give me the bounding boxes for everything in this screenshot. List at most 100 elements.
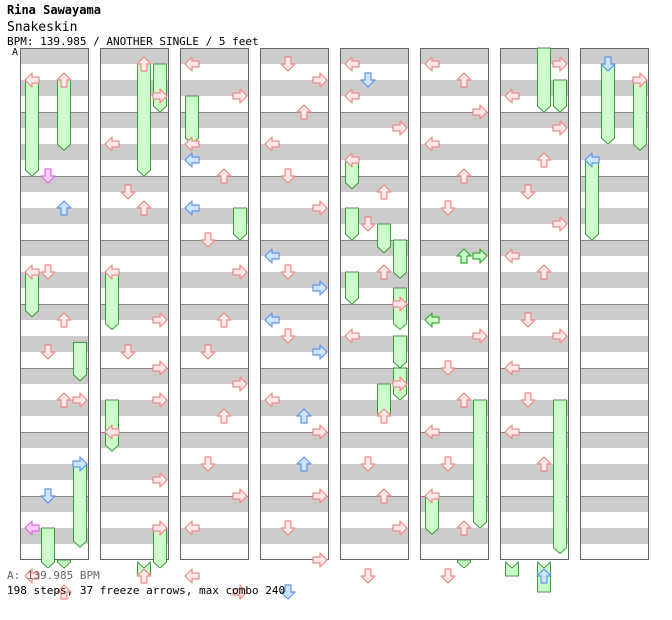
- beat-stripe: [180, 80, 249, 96]
- beat-stripe: [420, 400, 489, 416]
- chart-column: [500, 48, 569, 560]
- down-arrow-red: [440, 200, 456, 216]
- down-arrow-red: [360, 216, 376, 232]
- beat-stripe: [420, 432, 489, 448]
- beat-stripe: [260, 336, 329, 352]
- down-arrow-red: [360, 456, 376, 472]
- right-arrow-red: [232, 88, 248, 104]
- right-arrow-red: [152, 360, 168, 376]
- stats-footer: 198 steps, 37 freeze arrows, max combo 2…: [7, 584, 286, 597]
- left-arrow-red: [24, 264, 40, 280]
- left-arrow-red: [344, 88, 360, 104]
- left-arrow-red: [184, 520, 200, 536]
- down-arrow-blue: [360, 72, 376, 88]
- freeze-arrow: [601, 63, 615, 145]
- beat-stripe: [340, 80, 409, 96]
- right-arrow-blue: [312, 280, 328, 296]
- left-arrow-blue: [584, 152, 600, 168]
- right-arrow-red: [232, 488, 248, 504]
- up-arrow-red: [56, 72, 72, 88]
- beat-stripe: [260, 368, 329, 384]
- beat-stripe: [100, 464, 169, 480]
- right-arrow-red: [152, 520, 168, 536]
- song-title: Snakeskin: [7, 20, 78, 35]
- down-arrow-red: [440, 360, 456, 376]
- up-arrow-blue: [536, 568, 552, 584]
- up-arrow-red: [56, 584, 72, 600]
- beat-stripe: [100, 80, 169, 96]
- right-arrow-red: [152, 392, 168, 408]
- up-arrow-red: [296, 104, 312, 120]
- freeze-arrow: [41, 527, 55, 569]
- freeze-arrow: [57, 79, 71, 152]
- right-arrow-red: [392, 520, 408, 536]
- left-arrow-red: [344, 152, 360, 168]
- beat-stripe: [100, 176, 169, 192]
- up-arrow-green: [456, 248, 472, 264]
- beat-stripe: [260, 496, 329, 512]
- up-arrow-red: [56, 392, 72, 408]
- left-arrow-red: [424, 424, 440, 440]
- beat-stripe: [260, 528, 329, 544]
- right-arrow-blue: [72, 456, 88, 472]
- right-arrow-red: [552, 56, 568, 72]
- beat-stripe: [420, 208, 489, 224]
- down-arrow-red: [440, 568, 456, 584]
- left-arrow-blue: [184, 152, 200, 168]
- column-border: [340, 48, 409, 560]
- right-arrow-red: [472, 104, 488, 120]
- beat-stripe: [420, 528, 489, 544]
- down-arrow-red: [440, 456, 456, 472]
- beat-stripe: [20, 432, 89, 448]
- artist-name: Rina Sawayama: [7, 3, 101, 17]
- column-border: [100, 48, 169, 560]
- right-arrow-red: [232, 264, 248, 280]
- beat-stripe: [180, 144, 249, 160]
- up-arrow-blue: [296, 408, 312, 424]
- freeze-arrow: [73, 341, 87, 382]
- beat-stripe: [580, 272, 649, 288]
- up-arrow-red: [216, 312, 232, 328]
- beat-stripe: [100, 496, 169, 512]
- beat-stripe: [180, 528, 249, 544]
- beat-stripe: [340, 336, 409, 352]
- beat-stripe: [180, 208, 249, 224]
- beat-stripe: [340, 528, 409, 544]
- beat-stripe: [100, 336, 169, 352]
- beat-stripe: [420, 336, 489, 352]
- left-arrow-red: [344, 56, 360, 72]
- beat-stripe: [260, 400, 329, 416]
- freeze-arrow: [105, 271, 119, 331]
- beat-stripe: [260, 304, 329, 320]
- down-arrow-red: [200, 232, 216, 248]
- beat-stripe: [580, 432, 649, 448]
- left-arrow-red: [184, 136, 200, 152]
- freeze-arrow: [505, 560, 519, 577]
- beat-stripe: [420, 48, 489, 64]
- left-arrow-blue: [184, 200, 200, 216]
- left-arrow-red: [264, 392, 280, 408]
- beat-stripe: [500, 176, 569, 192]
- up-arrow-red: [536, 152, 552, 168]
- beat-stripe: [340, 48, 409, 64]
- beat-stripe: [500, 48, 569, 64]
- beat-stripe: [260, 272, 329, 288]
- left-arrow-red: [424, 56, 440, 72]
- beat-stripe: [340, 496, 409, 512]
- beat-stripe: [100, 112, 169, 128]
- beat-stripe: [100, 528, 169, 544]
- beat-stripe: [500, 464, 569, 480]
- beat-stripe: [500, 432, 569, 448]
- up-arrow-blue: [56, 200, 72, 216]
- down-arrow-red: [520, 392, 536, 408]
- down-arrow-red: [360, 568, 376, 584]
- freeze-arrow: [633, 79, 647, 152]
- freeze-arrow: [345, 207, 359, 241]
- left-arrow-red: [104, 424, 120, 440]
- beat-stripe: [180, 400, 249, 416]
- beat-stripe: [340, 432, 409, 448]
- left-arrow-pink: [24, 520, 40, 536]
- up-arrow-red: [376, 488, 392, 504]
- left-arrow-red: [344, 328, 360, 344]
- column-border: [580, 48, 649, 560]
